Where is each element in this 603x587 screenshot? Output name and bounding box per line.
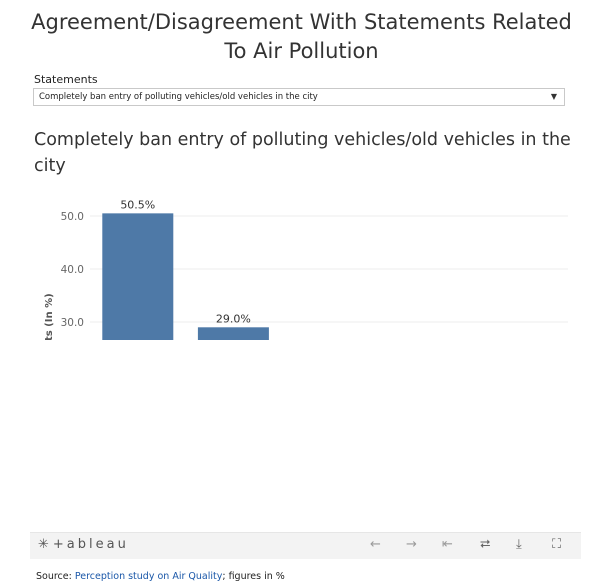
revert-icon[interactable]: ⇤ — [442, 537, 453, 552]
y-tick-label: 40.0 — [61, 264, 84, 276]
page-title-line-1: Agreement/Disagreement With Statements R… — [31, 10, 572, 34]
chart-title: Completely ban entry of polluting vehicl… — [34, 130, 571, 176]
statements-dropdown-value: Completely ban entry of polluting vehicl… — [39, 92, 318, 102]
bar-chart: 0.010.020.030.040.050.0Respondents (In %… — [44, 198, 568, 340]
statements-dropdown[interactable]: Completely ban entry of polluting vehicl… — [33, 88, 565, 106]
source-prefix: Source: — [36, 571, 75, 582]
source-suffix: ; figures in % — [222, 571, 285, 582]
source-note: Source: Perception study on Air Quality;… — [36, 571, 285, 582]
data-label: 50.5% — [120, 198, 155, 211]
page-title-line-2: To Air Pollution — [224, 39, 379, 63]
bar — [197, 327, 269, 340]
tableau-logo[interactable]: ✳ +ableau — [38, 537, 129, 552]
tableau-toolbar: ✳ +ableau ← → ⇤ ⮂ ⤓ ⛶ — [30, 532, 581, 559]
data-label: 29.0% — [216, 312, 251, 325]
dropdown-arrow-icon[interactable]: ▼ — [550, 92, 557, 101]
y-tick-label: 50.0 — [61, 211, 84, 223]
page-title: Agreement/Disagreement With Statements R… — [0, 8, 603, 66]
share-icon[interactable]: ⮂ — [480, 537, 491, 552]
tableau-logo-text: +ableau — [52, 537, 129, 552]
statements-filter-label: Statements — [34, 73, 98, 86]
redo-icon[interactable]: → — [406, 537, 417, 552]
bar — [102, 213, 174, 340]
source-link[interactable]: Perception study on Air Quality — [74, 571, 223, 582]
y-axis-title: Respondents (In %) — [44, 293, 55, 340]
fullscreen-icon[interactable]: ⛶ — [552, 537, 562, 552]
y-tick-label: 30.0 — [61, 317, 84, 329]
tableau-logo-icon: ✳ — [38, 537, 49, 552]
download-icon[interactable]: ⤓ — [516, 537, 522, 552]
undo-icon[interactable]: ← — [370, 537, 381, 552]
